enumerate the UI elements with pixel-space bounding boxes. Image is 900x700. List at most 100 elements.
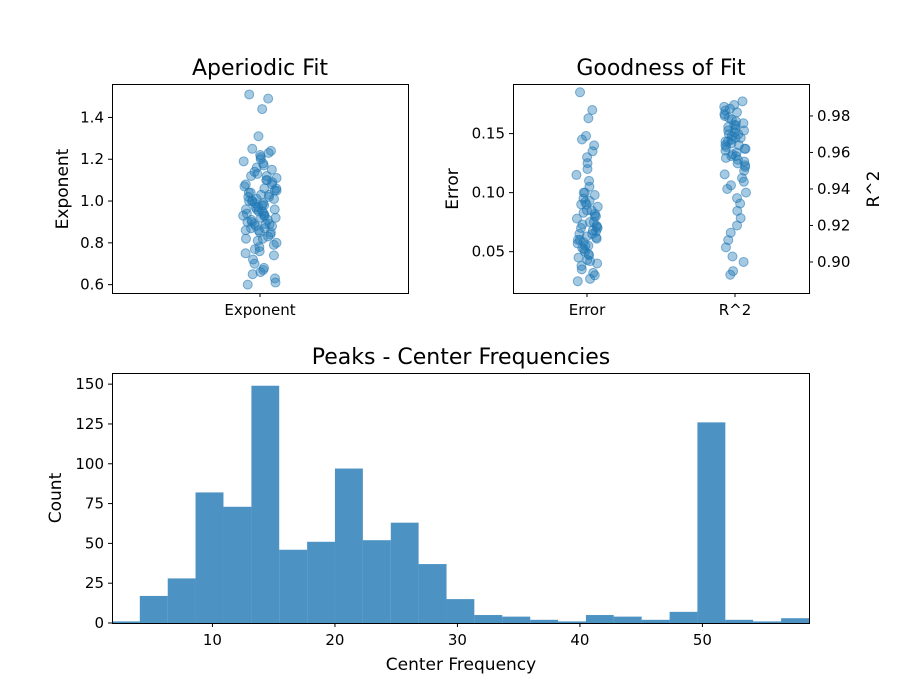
exponent-point bbox=[264, 191, 275, 202]
aperiodic-points bbox=[238, 89, 282, 290]
histogram-x-label: Center Frequency bbox=[386, 655, 536, 675]
exponent-point bbox=[240, 248, 251, 259]
goodness-of-fit-panel: Goodness of Fit 0.050.100.15 0.900.920.9… bbox=[443, 56, 884, 319]
histogram-axes-frame bbox=[112, 373, 810, 624]
aperiodic-y-tick-label: 0.6 bbox=[80, 276, 104, 294]
r-squared-point bbox=[722, 183, 733, 194]
histogram-y-tick-label: 0 bbox=[94, 614, 104, 632]
histogram-bar bbox=[223, 506, 252, 623]
exponent-point bbox=[255, 267, 266, 278]
error-point bbox=[576, 264, 587, 275]
r-squared-point bbox=[720, 242, 731, 253]
goodness-of-fit-title: Goodness of Fit bbox=[576, 56, 746, 81]
error-point bbox=[591, 233, 602, 244]
r-squared-point bbox=[735, 198, 746, 209]
error-point bbox=[592, 258, 603, 269]
histogram-y-label: Count bbox=[46, 472, 66, 523]
histogram-x-tick-label: 50 bbox=[693, 631, 712, 649]
exponent-point bbox=[240, 204, 251, 215]
histogram-bar bbox=[753, 621, 782, 623]
goodness-y-label: Error bbox=[443, 168, 463, 209]
exponent-point bbox=[270, 277, 281, 288]
histogram-bar bbox=[613, 616, 642, 623]
goodness-x-axis: Error R^2 bbox=[569, 293, 752, 319]
histogram-y-tick-label: 75 bbox=[85, 495, 104, 513]
histogram-bar bbox=[418, 564, 447, 623]
r-squared-point bbox=[738, 176, 749, 187]
error-point bbox=[583, 113, 594, 124]
goodness-right-y-label: R^2 bbox=[864, 171, 884, 208]
histogram-y-tick-label: 125 bbox=[75, 415, 104, 433]
aperiodic-fit-panel: Aperiodic Fit 0.6 0.8 1.0 1.2 1.4 Exponent E… bbox=[53, 56, 409, 319]
histogram-x-tick-label: 20 bbox=[325, 631, 344, 649]
error-point bbox=[589, 140, 600, 151]
error-point bbox=[576, 260, 587, 271]
aperiodic-y-label: Exponent bbox=[53, 148, 73, 229]
error-point bbox=[571, 169, 582, 180]
error-point bbox=[578, 187, 589, 198]
r-squared-point bbox=[732, 193, 743, 204]
r-squared-point bbox=[732, 220, 743, 231]
r-squared-point bbox=[719, 169, 730, 180]
error-point bbox=[582, 164, 593, 175]
histogram-bar bbox=[446, 599, 475, 623]
exponent-point bbox=[257, 104, 268, 115]
histogram-y-tick-label: 25 bbox=[85, 574, 104, 592]
exponent-point bbox=[268, 239, 279, 250]
error-point bbox=[575, 87, 586, 98]
exponent-point bbox=[238, 156, 249, 167]
error-point bbox=[582, 254, 593, 265]
r-squared-point bbox=[725, 227, 736, 238]
histogram-y-tick-label: 100 bbox=[75, 455, 104, 473]
histogram-bar bbox=[781, 618, 809, 623]
goodness-right-y-tick-label: 0.94 bbox=[817, 180, 850, 198]
goodness-y-tick-label: 0.05 bbox=[472, 243, 505, 261]
histogram-bars bbox=[112, 385, 809, 623]
r-squared-point bbox=[725, 180, 736, 191]
error-point bbox=[581, 231, 592, 242]
error-point bbox=[585, 273, 596, 284]
exponent-point bbox=[241, 233, 252, 244]
histogram-bar bbox=[112, 621, 140, 623]
r-squared-point bbox=[723, 235, 734, 246]
aperiodic-y-axis: 0.6 0.8 1.0 1.2 1.4 bbox=[80, 108, 112, 294]
exponent-point bbox=[240, 179, 251, 190]
exponent-point bbox=[260, 219, 271, 230]
exponent-point bbox=[269, 204, 280, 215]
histogram-bar bbox=[167, 578, 196, 623]
aperiodic-y-tick-label: 1.4 bbox=[80, 108, 104, 126]
goodness-axes-frame bbox=[513, 84, 810, 294]
histogram-bar bbox=[362, 540, 391, 623]
histogram-bar bbox=[279, 549, 308, 623]
error-point bbox=[592, 221, 603, 232]
exponent-point bbox=[242, 216, 253, 227]
histogram-bar bbox=[251, 385, 280, 623]
histogram-y-tick-label: 150 bbox=[75, 375, 104, 393]
exponent-point bbox=[243, 187, 254, 198]
exponent-point bbox=[253, 225, 264, 236]
exponent-point bbox=[249, 244, 260, 255]
r-squared-point bbox=[738, 118, 749, 129]
histogram-bar bbox=[530, 619, 559, 623]
goodness-x-tick-label: R^2 bbox=[719, 301, 752, 319]
goodness-right-y-axis: 0.90 0.92 0.94 0.96 0.98 bbox=[809, 107, 850, 271]
aperiodic-y-tick-label: 1.0 bbox=[80, 192, 104, 210]
r-squared-point bbox=[725, 269, 736, 280]
error-point bbox=[590, 211, 601, 222]
exponent-point bbox=[270, 212, 281, 223]
goodness-right-y-tick-label: 0.92 bbox=[817, 216, 850, 234]
r-squared-point bbox=[737, 96, 748, 107]
exponent-point bbox=[257, 233, 268, 244]
histogram-bar bbox=[558, 621, 586, 623]
error-point bbox=[576, 134, 587, 145]
aperiodic-y-tick-label: 0.8 bbox=[80, 234, 104, 252]
histogram-bar bbox=[307, 541, 335, 623]
error-point bbox=[577, 219, 588, 230]
goodness-right-y-tick-label: 0.98 bbox=[817, 107, 850, 125]
r-squared-point bbox=[727, 251, 738, 262]
error-point bbox=[572, 276, 583, 287]
histogram-bar bbox=[697, 422, 726, 623]
goodness-y-tick-label: 0.10 bbox=[472, 184, 505, 202]
exponent-point bbox=[253, 131, 264, 142]
